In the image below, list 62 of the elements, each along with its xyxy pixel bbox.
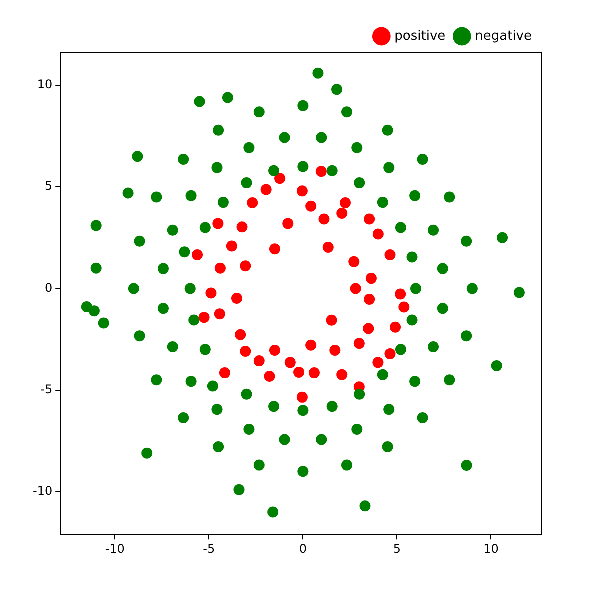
point (306, 200, 317, 212)
point (364, 214, 376, 225)
point (308, 368, 320, 379)
point (219, 368, 230, 379)
point (372, 228, 384, 240)
point (214, 308, 226, 320)
y-tick-label: -10 (32, 484, 53, 498)
x-tick-label: -10 (105, 542, 125, 556)
point (206, 288, 217, 299)
point (350, 283, 362, 294)
y-tick-label: 5 (44, 179, 53, 194)
point (247, 197, 258, 208)
point (269, 344, 280, 356)
point (192, 249, 203, 260)
point (226, 240, 238, 252)
legend-label: negative (475, 28, 532, 44)
point (296, 186, 308, 197)
point (384, 348, 396, 360)
point (235, 329, 246, 340)
x-tick-label: -5 (203, 542, 216, 556)
point (322, 242, 334, 253)
x-tick-label: 0 (299, 542, 307, 556)
point (260, 184, 272, 196)
point (306, 340, 317, 351)
point (318, 214, 330, 225)
point (364, 294, 376, 305)
point (390, 322, 402, 333)
point (336, 369, 348, 380)
point (294, 366, 305, 378)
point (354, 338, 365, 350)
point (274, 173, 286, 184)
point (254, 356, 265, 367)
point (384, 249, 396, 260)
point (330, 344, 341, 356)
point (240, 346, 252, 358)
point (395, 288, 406, 300)
point (366, 273, 377, 284)
point (240, 260, 252, 272)
point (269, 244, 280, 255)
point (231, 292, 242, 304)
point (236, 222, 248, 233)
point (348, 256, 360, 268)
y-tick-label: -5 (40, 382, 53, 396)
point (363, 323, 374, 334)
point (316, 166, 327, 178)
y-tick-label: 10 (37, 78, 53, 92)
point (284, 357, 296, 368)
point (398, 302, 410, 313)
x-tick-label: 10 (484, 542, 499, 556)
legend-label: positive (394, 28, 446, 44)
point (296, 392, 308, 403)
point (336, 208, 348, 220)
y-tick-label: 0 (44, 280, 53, 295)
point (340, 197, 351, 208)
point (214, 262, 226, 274)
point (326, 314, 338, 326)
point (282, 218, 294, 230)
point (264, 371, 276, 382)
point (212, 218, 224, 230)
x-tick-label: 5 (393, 542, 402, 556)
point (372, 357, 384, 368)
point (198, 312, 210, 324)
